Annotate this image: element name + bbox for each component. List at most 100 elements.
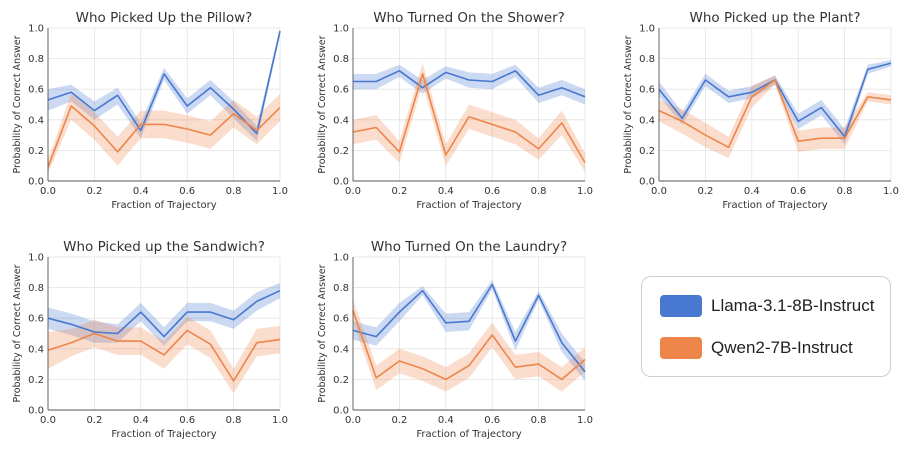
series-line-qwen2-7b-instruct (352, 310, 586, 381)
x-tick-label: 0.6 (179, 415, 195, 426)
y-tick-label: 0.0 (333, 177, 349, 188)
y-tick-label: 0.0 (639, 177, 655, 188)
x-tick-label: 0.6 (179, 186, 195, 197)
x-tick-label: 0.2 (86, 415, 102, 426)
qwen-color-swatch (660, 337, 702, 359)
x-tick-label: 1.0 (577, 415, 593, 426)
x-tick-label: 0.8 (226, 415, 242, 426)
chart-title: Who Picked up the Plant? (689, 10, 860, 26)
chart-title: Who Turned On the Shower? (373, 10, 565, 26)
x-tick-label: 1.0 (577, 186, 593, 197)
series-line-llama-3-1-8b-instruct (353, 70, 586, 98)
x-tick-label: 0.4 (133, 415, 149, 426)
y-tick-label: 0.4 (333, 344, 349, 355)
legend-item-qwen: Qwen2-7B-Instruct (660, 335, 853, 361)
x-tick-label: 0.8 (837, 186, 853, 197)
x-tick-label: 0.8 (226, 186, 242, 197)
x-tick-label: 0.4 (744, 186, 760, 197)
chart-title: Who Picked up the Sandwich? (63, 239, 265, 255)
x-tick-label: 0.0 (40, 415, 56, 426)
y-tick-label: 0.0 (28, 406, 44, 417)
legend: Llama-3.1-8B-Instruct Qwen2-7B-Instruct (641, 276, 891, 377)
series-line-qwen2-7b-instruct (47, 329, 281, 382)
x-tick-label: 0.6 (484, 186, 500, 197)
legend-label-qwen: Qwen2-7B-Instruct (711, 338, 853, 357)
y-tick-label: 0.8 (333, 283, 349, 294)
chart-title: Who Turned On the Laundry? (371, 239, 567, 255)
x-tick-label: 0.2 (391, 415, 407, 426)
x-axis-label: Fraction of Trajectory (722, 200, 827, 211)
y-tick-label: 0.8 (333, 54, 349, 65)
x-axis-label: Fraction of Trajectory (416, 429, 521, 440)
chart-panel-who-picked-up-the-plant: 0.0 0.2 0.4 0.6 0.8 1.0 0.0 0.2 0.4 0.6 0.8 1.0 Who … (623, 10, 899, 211)
x-tick-label: 1.0 (883, 186, 899, 197)
y-tick-label: 0.6 (28, 85, 44, 96)
y-tick-label: 0.8 (28, 283, 44, 294)
x-tick-label: 0.0 (345, 415, 361, 426)
chart-title: Who Picked Up the Pillow? (76, 10, 253, 26)
y-tick-label: 1.0 (28, 24, 44, 35)
y-tick-label: 1.0 (333, 24, 349, 35)
y-tick-label: 0.4 (639, 115, 655, 126)
x-tick-label: 0.4 (438, 415, 454, 426)
y-axis-label: Probability of Correct Answer (317, 264, 328, 402)
x-axis-label: Fraction of Trajectory (111, 200, 216, 211)
series-line-llama-3-1-8b-instruct (47, 289, 281, 338)
x-tick-label: 0.2 (86, 186, 102, 197)
y-tick-label: 1.0 (333, 253, 349, 264)
series-line-llama-3-1-8b-instruct (47, 30, 281, 135)
x-tick-label: 0.0 (345, 186, 361, 197)
confidence-band-llama-3-1-8b-instruct (353, 64, 585, 105)
x-axis-label: Fraction of Trajectory (416, 200, 521, 211)
y-tick-label: 0.2 (28, 146, 44, 157)
y-tick-label: 0.8 (28, 54, 44, 65)
y-tick-label: 0.0 (333, 406, 349, 417)
y-tick-label: 0.0 (28, 177, 44, 188)
x-axis-label: Fraction of Trajectory (111, 429, 216, 440)
y-tick-label: 0.6 (333, 85, 349, 96)
y-tick-label: 0.2 (28, 375, 44, 386)
y-tick-label: 0.2 (333, 375, 349, 386)
confidence-band-llama-3-1-8b-instruct (48, 283, 280, 346)
series-line-llama-3-1-8b-instruct (352, 283, 586, 373)
y-tick-label: 0.2 (639, 146, 655, 157)
x-tick-label: 0.6 (484, 415, 500, 426)
x-tick-label: 0.0 (651, 186, 667, 197)
series-line-qwen2-7b-instruct (658, 79, 892, 149)
chart-panel-who-picked-up-the-pillow: 0.0 0.2 0.4 0.6 0.8 1.0 0.0 0.2 0.4 0.6 0.8 1.0 Who … (12, 10, 288, 211)
y-tick-label: 0.4 (28, 344, 44, 355)
x-tick-label: 0.8 (531, 186, 547, 197)
legend-label-llama: Llama-3.1-8B-Instruct (711, 296, 875, 315)
confidence-band-qwen2-7b-instruct (48, 93, 280, 174)
x-tick-label: 0.0 (40, 186, 56, 197)
x-tick-label: 1.0 (272, 186, 288, 197)
y-axis-label: Probability of Correct Answer (623, 35, 634, 173)
x-tick-label: 0.8 (531, 415, 547, 426)
y-tick-label: 0.4 (28, 115, 44, 126)
y-tick-label: 0.4 (333, 115, 349, 126)
x-tick-label: 0.4 (438, 186, 454, 197)
x-tick-label: 0.6 (790, 186, 806, 197)
y-tick-label: 1.0 (639, 24, 655, 35)
chart-panel-who-picked-up-the-sandwich: 0.0 0.2 0.4 0.6 0.8 1.0 0.0 0.2 0.4 0.6 0.8 1.0 Who … (12, 239, 288, 440)
legend-item-llama: Llama-3.1-8B-Instruct (660, 293, 874, 319)
llama-color-swatch (660, 295, 702, 317)
chart-panel-who-turned-on-the-shower: 0.0 0.2 0.4 0.6 0.8 1.0 0.0 0.2 0.4 0.6 0.8 1.0 Who … (317, 10, 593, 211)
x-tick-label: 1.0 (272, 415, 288, 426)
y-tick-label: 0.8 (639, 54, 655, 65)
y-tick-label: 0.2 (333, 146, 349, 157)
confidence-band-qwen2-7b-instruct (353, 299, 585, 392)
x-tick-label: 0.2 (391, 186, 407, 197)
y-tick-label: 0.6 (28, 314, 44, 325)
series-line-qwen2-7b-instruct (47, 105, 281, 168)
y-tick-label: 1.0 (28, 253, 44, 264)
y-axis-label: Probability of Correct Answer (12, 264, 23, 402)
y-tick-label: 0.6 (333, 314, 349, 325)
y-tick-label: 0.6 (639, 85, 655, 96)
series-line-qwen2-7b-instruct (352, 73, 586, 164)
chart-panel-who-turned-on-the-laundry: 0.0 0.2 0.4 0.6 0.8 1.0 0.0 0.2 0.4 0.6 0.8 1.0 Who … (317, 239, 593, 440)
y-axis-label: Probability of Correct Answer (12, 35, 23, 173)
x-tick-label: 0.2 (697, 186, 713, 197)
confidence-band-llama-3-1-8b-instruct (353, 280, 585, 381)
